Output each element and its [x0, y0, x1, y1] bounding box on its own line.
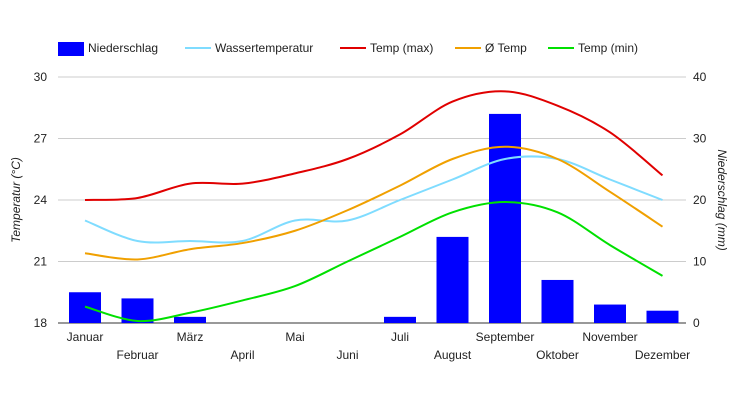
legend-label: Temp (min) — [578, 41, 638, 55]
legend-label: Temp (max) — [370, 41, 433, 55]
y-axis-left-title: Temperatur (°C) — [9, 157, 23, 243]
y-right-tick-label: 0 — [693, 316, 700, 330]
legend-item: Wassertemperatur — [185, 41, 313, 55]
legend-label: Wassertemperatur — [215, 41, 313, 55]
bar-niederschlag — [542, 280, 574, 323]
y-left-tick-label: 18 — [34, 316, 48, 330]
x-tick-label: März — [177, 330, 204, 344]
y-right-tick-label: 20 — [693, 193, 707, 207]
legend-label: Ø Temp — [485, 41, 527, 55]
legend-label: Niederschlag — [88, 41, 158, 55]
x-tick-label: April — [230, 348, 254, 362]
y-left-tick-label: 30 — [34, 70, 48, 84]
bar-niederschlag — [437, 237, 469, 323]
line-temp-max — [85, 91, 663, 200]
x-tick-label: Juni — [336, 348, 358, 362]
x-tick-label: August — [434, 348, 472, 362]
bar-niederschlag — [384, 317, 416, 323]
y-right-tick-label: 10 — [693, 255, 707, 269]
y-right-tick-label: 40 — [693, 70, 707, 84]
legend-swatch-bar — [58, 42, 84, 56]
x-tick-label: September — [476, 330, 535, 344]
y-left-tick-label: 24 — [34, 193, 48, 207]
line-layer — [85, 91, 663, 321]
legend-item: Ø Temp — [455, 41, 527, 55]
bar-niederschlag — [594, 305, 626, 323]
legend-item: Temp (max) — [340, 41, 433, 55]
x-tick-label: November — [582, 330, 637, 344]
y-axis-right-title: Niederschlag (mm) — [715, 149, 729, 250]
x-tick-label: Juli — [391, 330, 409, 344]
x-tick-label: Oktober — [536, 348, 579, 362]
bar-layer — [69, 114, 679, 323]
x-tick-label: Januar — [67, 330, 104, 344]
bar-niederschlag — [174, 317, 206, 323]
legend: Niederschlag Wassertemperatur Temp (max) Ø … — [58, 41, 638, 56]
legend-item: Niederschlag — [58, 41, 158, 56]
legend-item: Temp (min) — [548, 41, 638, 55]
x-tick-label: Februar — [116, 348, 158, 362]
bar-niederschlag — [489, 114, 521, 323]
y-right-tick-label: 30 — [693, 132, 707, 146]
x-tick-label: Dezember — [635, 348, 690, 362]
y-left-tick-label: 21 — [34, 255, 48, 269]
x-tick-label: Mai — [285, 330, 304, 344]
y-left-tick-label: 27 — [34, 132, 48, 146]
bar-niederschlag — [647, 311, 679, 323]
